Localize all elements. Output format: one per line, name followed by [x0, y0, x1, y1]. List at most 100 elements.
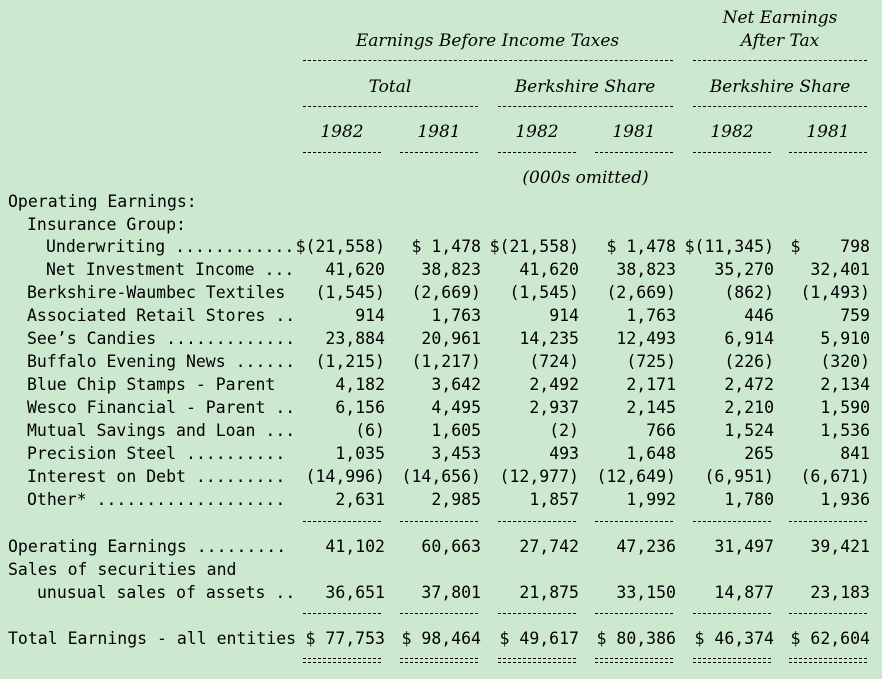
year-rule	[400, 152, 478, 153]
value-cell: 60,663	[421, 537, 481, 556]
value-cell: 2,937	[529, 398, 579, 417]
value-cell: 3,642	[431, 375, 481, 394]
year-header: 1982	[515, 122, 559, 142]
value-cell: 5,910	[820, 329, 870, 348]
rule	[498, 521, 576, 522]
value-cell: (14,656)	[401, 467, 481, 486]
year-rule	[693, 152, 771, 153]
value-cell: (6,671)	[800, 467, 870, 486]
rule	[595, 613, 673, 614]
value-cell: 4,182	[335, 375, 385, 394]
row-label: Blue Chip Stamps - Parent	[27, 375, 276, 394]
value-cell: 914	[355, 306, 385, 325]
value-cell: 2,985	[431, 490, 481, 509]
value-cell: (12,977)	[499, 467, 579, 486]
total-earnings-label: Total Earnings - all entities	[8, 629, 297, 648]
double-rule	[303, 658, 381, 663]
section-operating-earnings: Operating Earnings:	[8, 192, 197, 211]
double-rule	[595, 658, 673, 663]
year-rule	[595, 152, 673, 153]
value-cell: $ 77,753	[305, 629, 385, 648]
value-cell: 41,102	[325, 537, 385, 556]
header-total: Total	[368, 77, 412, 97]
value-cell: 759	[840, 306, 870, 325]
securities-label-line2: unusual sales of assets ..	[37, 583, 296, 602]
value-cell: 14,235	[519, 329, 579, 348]
value-cell: 446	[744, 306, 774, 325]
header-net-earnings: Net Earnings	[722, 8, 838, 28]
value-cell: 1,936	[820, 490, 870, 509]
value-cell: 1,992	[626, 490, 676, 509]
year-rule	[789, 152, 867, 153]
operating-earnings-label: Operating Earnings .........	[8, 537, 287, 556]
value-cell: 4,495	[431, 398, 481, 417]
rule	[303, 613, 381, 614]
rule	[693, 613, 771, 614]
value-cell: 1,605	[431, 421, 481, 440]
value-cell: 20,961	[421, 329, 481, 348]
value-cell: 265	[744, 444, 774, 463]
value-cell: (226)	[724, 352, 774, 371]
value-cell: 6,914	[724, 329, 774, 348]
header-berkshire-share-net: Berkshire Share	[709, 77, 851, 97]
value-cell: (320)	[820, 352, 870, 371]
double-rule	[400, 658, 478, 663]
value-cell: 1,590	[820, 398, 870, 417]
value-cell: 23,183	[810, 583, 870, 602]
value-cell: 914	[549, 306, 579, 325]
value-cell: 1,857	[529, 490, 579, 509]
value-cell: 2,171	[626, 375, 676, 394]
value-cell: $ 1,478	[606, 237, 676, 256]
value-cell: (2,669)	[411, 283, 481, 302]
rule	[400, 613, 478, 614]
year-header: 1981	[612, 122, 656, 142]
rule	[693, 521, 771, 522]
year-header: 1981	[806, 122, 850, 142]
row-label: Underwriting ............	[46, 237, 295, 256]
value-cell: (1,215)	[315, 352, 385, 371]
value-cell: 2,492	[529, 375, 579, 394]
value-cell: 27,742	[519, 537, 579, 556]
value-cell: 2,145	[626, 398, 676, 417]
value-cell: 38,823	[616, 260, 676, 279]
year-header: 1982	[710, 122, 754, 142]
rule	[303, 521, 381, 522]
value-cell: 39,421	[810, 537, 870, 556]
value-cell: (1,545)	[509, 283, 579, 302]
header-rule	[693, 106, 867, 107]
value-cell: $(11,345)	[684, 237, 774, 256]
value-cell: (862)	[724, 283, 774, 302]
value-cell: $(21,558)	[295, 237, 385, 256]
value-cell: (2)	[549, 421, 579, 440]
row-label: Wesco Financial - Parent ..	[27, 398, 296, 417]
value-cell: 41,620	[519, 260, 579, 279]
value-cell: 2,472	[724, 375, 774, 394]
value-cell: (6)	[355, 421, 385, 440]
value-cell: 1,536	[820, 421, 870, 440]
year-rule	[303, 152, 381, 153]
row-label: Interest on Debt .........	[27, 467, 286, 486]
year-rule	[498, 152, 576, 153]
value-cell: (1,217)	[411, 352, 481, 371]
value-cell: $ 98,464	[401, 629, 481, 648]
header-rule	[498, 106, 673, 107]
value-cell: 1,780	[724, 490, 774, 509]
value-cell: 766	[646, 421, 676, 440]
value-cell: (12,649)	[596, 467, 676, 486]
securities-label-line1: Sales of securities and	[8, 560, 237, 579]
header-rule	[303, 106, 478, 107]
value-cell: 38,823	[421, 260, 481, 279]
value-cell: 1,763	[431, 306, 481, 325]
value-cell: 12,493	[616, 329, 676, 348]
value-cell: 31,497	[714, 537, 774, 556]
rule	[595, 521, 673, 522]
value-cell: 47,236	[616, 537, 676, 556]
value-cell: $ 49,617	[499, 629, 579, 648]
header-ebit: Earnings Before Income Taxes	[355, 31, 620, 51]
value-cell: (6,951)	[704, 467, 774, 486]
value-cell: 21,875	[519, 583, 579, 602]
value-cell: $(21,558)	[489, 237, 579, 256]
rule	[789, 521, 867, 522]
value-cell: 1,763	[626, 306, 676, 325]
value-cell: $ 46,374	[694, 629, 774, 648]
